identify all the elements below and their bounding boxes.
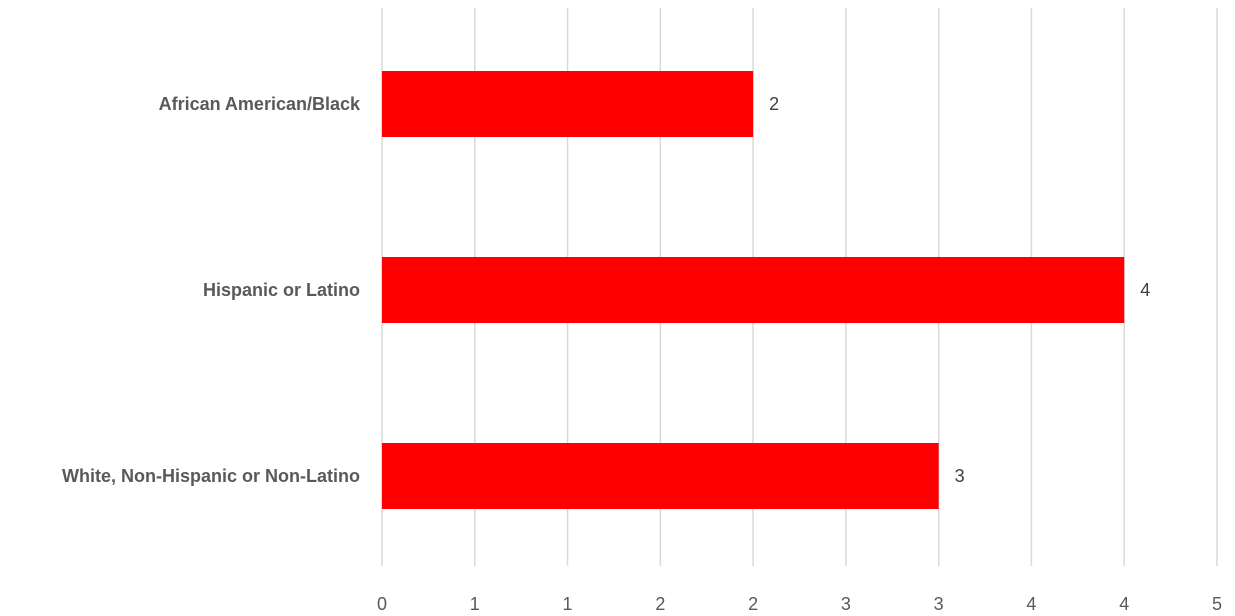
bar-0 <box>382 71 754 137</box>
data-label-2: 3 <box>955 466 965 486</box>
x-tick-label-4: 2 <box>748 594 758 614</box>
x-tick-label-2: 1 <box>563 594 573 614</box>
x-tick-label-5: 3 <box>841 594 851 614</box>
x-tick-label-8: 4 <box>1119 594 1129 614</box>
category-label-0: African American/Black <box>159 94 361 114</box>
bar-2 <box>382 443 939 509</box>
x-tick-label-0: 0 <box>377 594 387 614</box>
labels: 0 1 1 2 2 3 3 4 4 5 African American/Black 2 Hispani… <box>62 94 1222 614</box>
x-tick-label-6: 3 <box>934 594 944 614</box>
x-tick-label-9: 5 <box>1212 594 1222 614</box>
bar-1 <box>382 257 1125 323</box>
x-tick-label-1: 1 <box>470 594 480 614</box>
data-label-1: 4 <box>1140 280 1150 300</box>
category-label-1: Hispanic or Latino <box>203 280 360 300</box>
bars <box>382 71 1125 509</box>
data-label-0: 2 <box>769 94 779 114</box>
x-tick-label-3: 2 <box>655 594 665 614</box>
x-tick-label-7: 4 <box>1026 594 1036 614</box>
category-label-2: White, Non-Hispanic or Non-Latino <box>62 466 360 486</box>
